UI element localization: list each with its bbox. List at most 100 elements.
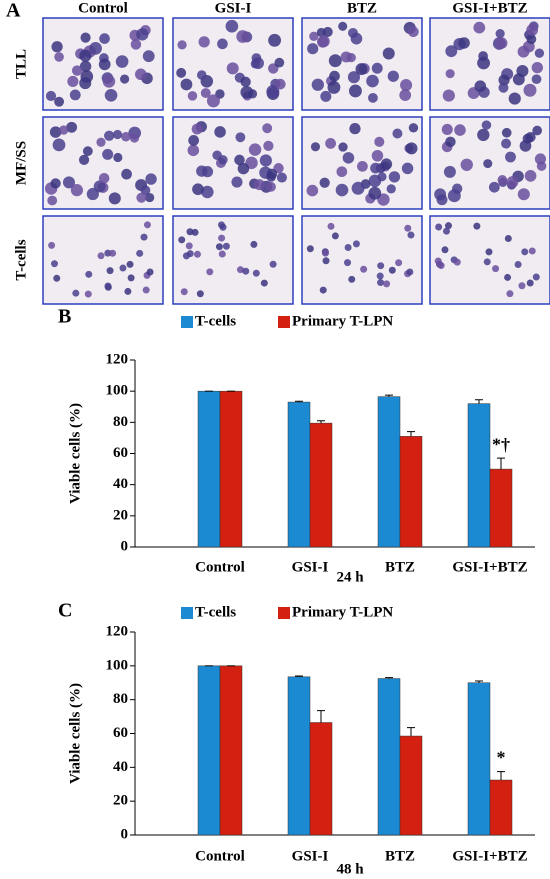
cell: [266, 172, 276, 182]
cell: [145, 192, 155, 203]
cell: [187, 91, 198, 101]
cell: [521, 248, 529, 256]
cell: [225, 19, 239, 33]
y-tick-label: 20: [113, 507, 128, 523]
cell: [355, 63, 368, 76]
bar: [399, 436, 423, 548]
cell: [322, 26, 333, 37]
cell: [145, 173, 157, 185]
cell: [321, 249, 329, 257]
micrograph: [172, 116, 294, 210]
cell: [383, 280, 391, 288]
row-label: MF/SS: [13, 141, 29, 185]
row-label: TLL: [13, 49, 29, 79]
cell: [176, 67, 187, 78]
error-bar: [317, 710, 325, 723]
cell: [218, 234, 226, 242]
cell: [59, 125, 69, 135]
x-tick-label: BTZ: [385, 559, 415, 575]
cell: [311, 78, 324, 91]
error-bar: [295, 400, 303, 403]
cell: [136, 249, 144, 257]
cell: [51, 260, 59, 268]
cell: [329, 70, 340, 82]
cell: [338, 21, 348, 31]
cell: [206, 94, 220, 108]
cell: [498, 74, 510, 86]
cell: [252, 269, 260, 277]
cell: [177, 40, 187, 50]
cell: [399, 89, 412, 102]
cell: [80, 32, 91, 43]
cell: [327, 222, 335, 230]
cell: [442, 89, 455, 102]
cell: [191, 123, 203, 135]
cell: [240, 85, 254, 99]
cell: [505, 151, 516, 163]
legend-label: T-cells: [195, 313, 236, 329]
bar: [197, 665, 221, 836]
cell: [357, 160, 368, 172]
cell: [250, 240, 258, 248]
bar: [219, 665, 243, 836]
cell: [352, 240, 360, 248]
cell: [445, 45, 458, 58]
cell: [120, 74, 130, 84]
cell: [485, 248, 493, 256]
cell: [508, 92, 521, 105]
cell: [400, 79, 413, 92]
cell: [140, 233, 148, 241]
cell: [377, 193, 390, 206]
cell: [445, 69, 455, 79]
cell: [104, 282, 112, 290]
cell: [200, 88, 211, 99]
bar: [399, 735, 423, 836]
column-label: Control: [78, 0, 128, 16]
cell: [97, 252, 105, 260]
cell: [319, 286, 327, 294]
cell: [79, 49, 92, 62]
cell: [231, 176, 243, 188]
cell: [514, 260, 522, 268]
cell: [534, 48, 545, 58]
error-bar: [475, 399, 483, 404]
cell: [483, 159, 493, 169]
cell: [48, 241, 56, 249]
cell: [408, 26, 419, 38]
cell: [253, 179, 265, 191]
cell: [492, 265, 500, 273]
cell: [319, 177, 330, 188]
cell: [54, 96, 65, 107]
cell: [336, 166, 348, 178]
cell: [78, 154, 90, 165]
bar: [287, 401, 311, 548]
cell: [121, 131, 131, 142]
error-bar: [407, 727, 415, 737]
error-bar: [295, 675, 303, 677]
panel-label: B: [58, 306, 71, 328]
cell: [71, 65, 83, 76]
cell: [85, 270, 93, 278]
cell: [478, 51, 489, 61]
cell: [201, 185, 214, 199]
y-tick-label: 80: [113, 691, 128, 707]
y-tick-label: 60: [113, 725, 128, 741]
y-tick-label: 40: [113, 476, 128, 492]
cell: [388, 266, 396, 274]
cell: [444, 222, 452, 230]
x-tick-label: GSI-I: [292, 559, 329, 575]
cell: [481, 120, 492, 130]
cell: [259, 154, 272, 167]
cell: [531, 74, 542, 85]
cell: [338, 142, 348, 152]
bar: [197, 390, 221, 548]
cell: [331, 232, 339, 240]
cell: [240, 76, 251, 88]
cell: [206, 268, 214, 276]
cell: [98, 172, 110, 184]
cell: [51, 41, 63, 53]
cell: [498, 82, 509, 93]
y-axis-label: Viable cells (%): [67, 683, 83, 784]
y-axis-label: Viable cells (%): [67, 403, 83, 504]
cell: [192, 183, 204, 196]
